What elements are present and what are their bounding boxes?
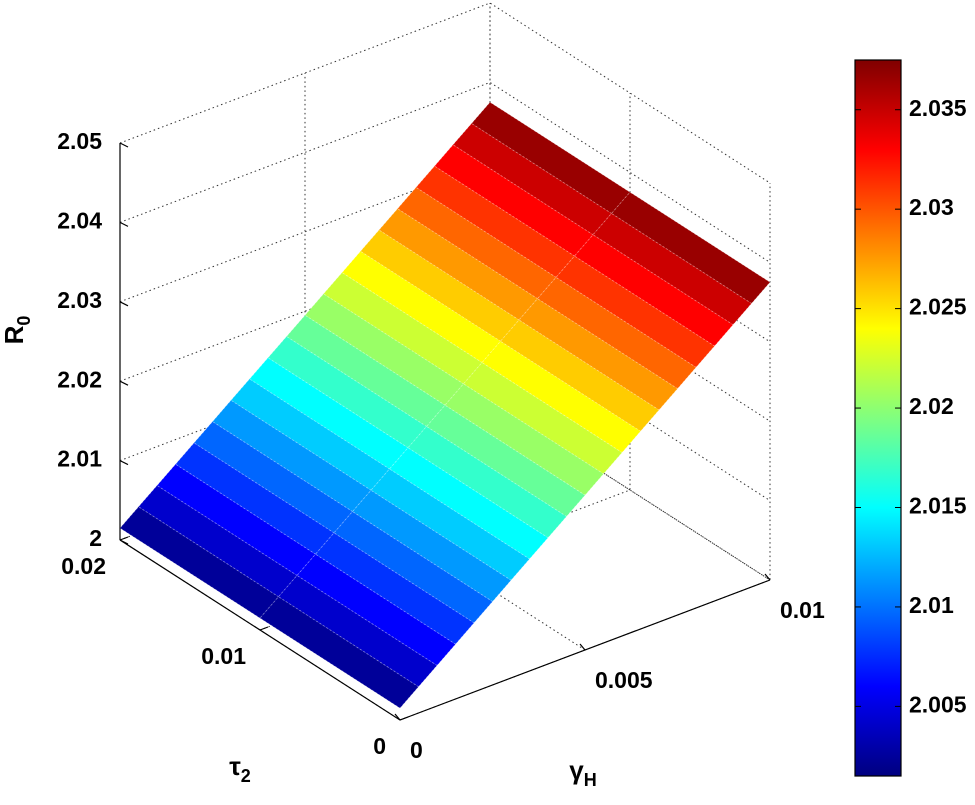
x-axis-label-text: γ xyxy=(569,755,584,785)
z-axis-label: R0 xyxy=(0,316,34,345)
surface-cell xyxy=(351,489,512,603)
colorbar-tick-label: 2.025 xyxy=(909,294,967,320)
surface-cell xyxy=(481,340,642,454)
z-axis-label-sub: 0 xyxy=(14,316,34,326)
z-tick xyxy=(119,221,129,227)
y-tick xyxy=(259,626,269,631)
surface-cell xyxy=(193,421,354,534)
surface-cell xyxy=(536,276,697,390)
surface-cell xyxy=(407,425,568,539)
x-tick-label: 0.01 xyxy=(780,597,825,623)
surface-cell xyxy=(444,383,605,496)
surface-cell xyxy=(174,442,335,555)
colorbar-tick-label: 2.02 xyxy=(909,393,954,419)
surface-layer xyxy=(119,101,771,709)
surface-cell xyxy=(156,463,317,577)
z-tick-label: 2.02 xyxy=(57,366,102,392)
surface-cell xyxy=(267,335,428,449)
x-axis-label-sub: H xyxy=(584,770,597,790)
surface-cell xyxy=(573,234,734,347)
surface-cell xyxy=(388,447,549,560)
surface-cell xyxy=(425,404,586,518)
y-tick-label: 0.01 xyxy=(201,643,246,669)
z-tick-label: 2.05 xyxy=(57,128,102,154)
z-tick-label: 2.04 xyxy=(57,207,102,233)
surface-cell xyxy=(378,208,539,321)
surface-cell xyxy=(499,319,660,432)
grid-line xyxy=(119,81,771,263)
y-tick-label: 0.02 xyxy=(61,553,106,579)
surface-cell xyxy=(341,250,502,364)
surface-cell xyxy=(277,574,438,688)
z-tick xyxy=(119,539,129,545)
colorbar-tick-label: 2.005 xyxy=(909,691,967,717)
surface-cell xyxy=(259,596,420,709)
y-axis-label-text: τ xyxy=(229,751,241,781)
surface-cell xyxy=(452,122,613,236)
y-axis-label-sub: 2 xyxy=(241,766,251,786)
surface-cell xyxy=(137,484,298,598)
surface-cell xyxy=(296,553,457,667)
surface-cell xyxy=(211,399,372,513)
colorbar-tick-label: 2.01 xyxy=(909,592,954,618)
surface-cell xyxy=(304,293,465,406)
surface-cell xyxy=(555,255,716,368)
surface-cell xyxy=(415,165,576,278)
surface-cell xyxy=(285,314,446,428)
z-tick xyxy=(119,460,129,466)
surface-cell xyxy=(518,298,679,411)
surface-cell xyxy=(322,272,483,385)
z-tick-label: 2.01 xyxy=(57,446,102,472)
grid-line xyxy=(119,2,771,184)
surface-cell xyxy=(370,468,531,581)
colorbar: 2.005 2.01 2.015 2.02 2.025 2.03 2.035 xyxy=(854,59,967,777)
axis-layer xyxy=(119,142,771,721)
z-tick-label: 2 xyxy=(89,525,102,551)
x-tick xyxy=(764,573,771,581)
z-tick xyxy=(119,142,129,148)
surface-cell xyxy=(470,101,631,215)
x-axis-label: γH xyxy=(569,755,596,790)
surface-cell xyxy=(314,532,475,645)
colorbar-tick-label: 2.035 xyxy=(909,95,967,121)
surface-cell xyxy=(396,186,557,300)
label-layer: 2 2.01 2.02 2.03 2.04 2.05 0 0.01 0.02 0 0.005 0.01… xyxy=(0,128,825,790)
x-tick-label: 0.005 xyxy=(595,667,653,693)
surface-cell xyxy=(359,229,520,342)
z-tick xyxy=(119,380,129,386)
x-tick xyxy=(579,643,586,651)
colorbar-tick-label: 2.03 xyxy=(909,194,954,220)
surface-cell xyxy=(610,191,771,305)
y-tick xyxy=(119,536,129,541)
colorbar-tick-label: 2.015 xyxy=(909,493,967,519)
y-tick xyxy=(399,716,409,721)
y-tick-label: 0 xyxy=(373,733,386,759)
colorbar-scale xyxy=(854,59,902,777)
z-tick xyxy=(119,301,129,307)
surface-cell xyxy=(230,378,391,491)
y-axis-label: τ2 xyxy=(229,751,251,786)
x-tick xyxy=(394,713,401,721)
surface-cell xyxy=(462,362,623,475)
surface-cell xyxy=(248,357,409,470)
surface-cell xyxy=(592,212,753,326)
x-tick-label: 0 xyxy=(410,737,423,763)
surface-cell xyxy=(433,144,594,257)
z-axis-label-text: R xyxy=(0,325,29,344)
surface-cell xyxy=(119,506,280,619)
surface-cell xyxy=(333,511,494,624)
z-tick-label: 2.03 xyxy=(57,287,102,313)
